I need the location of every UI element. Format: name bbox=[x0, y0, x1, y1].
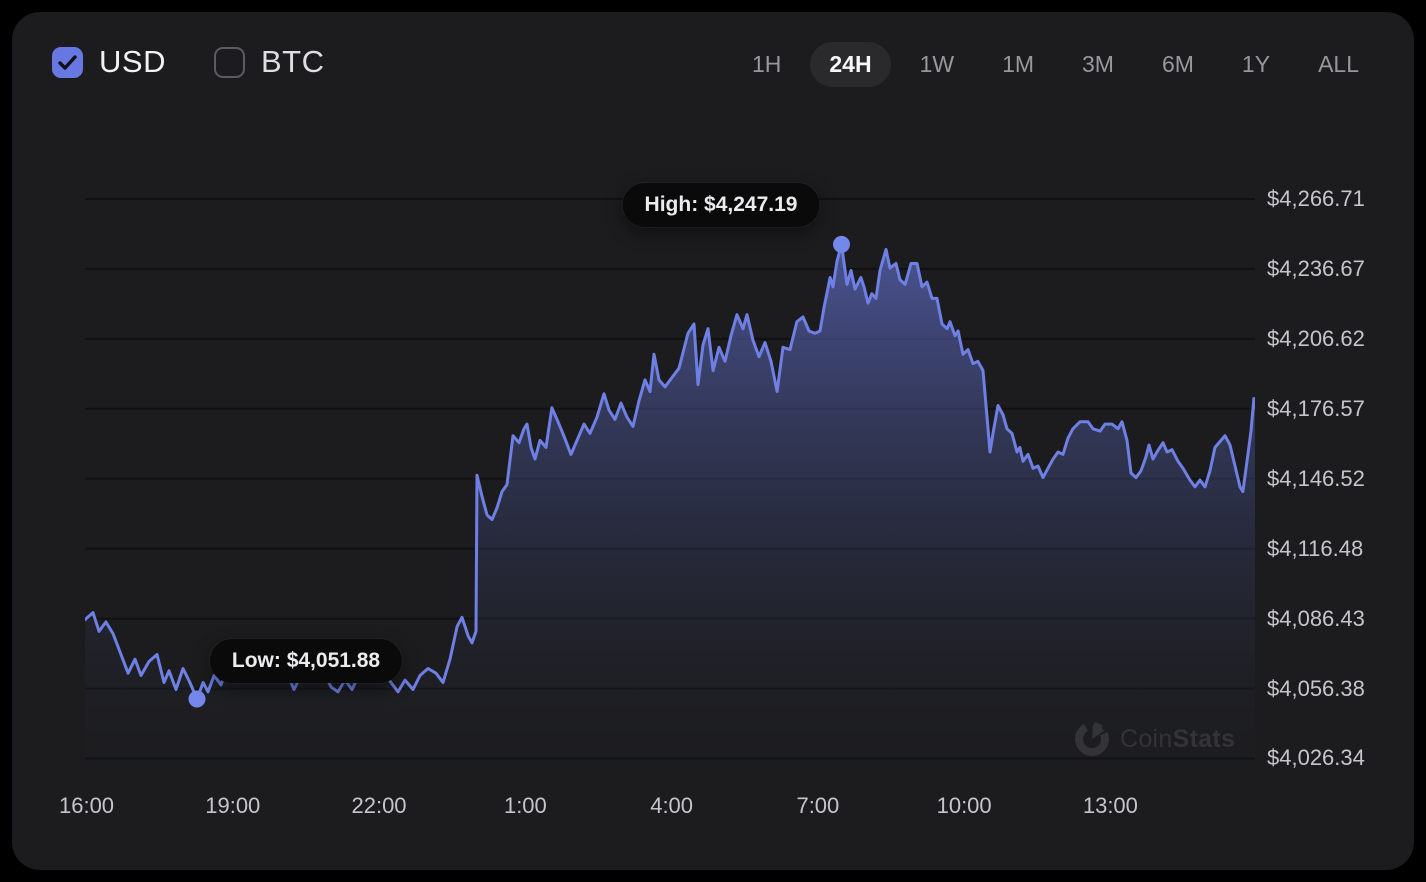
x-axis-label: 7:00 bbox=[796, 793, 840, 818]
currency-toggles: USD BTC bbox=[52, 44, 324, 80]
y-axis-label: $4,236.67 bbox=[1267, 255, 1365, 281]
currency-toggle-btc[interactable]: BTC bbox=[213, 44, 325, 80]
y-axis-label: $4,176.57 bbox=[1267, 395, 1365, 421]
range-tab-3m[interactable]: 3M bbox=[1063, 42, 1133, 87]
range-tab-1y[interactable]: 1Y bbox=[1223, 42, 1289, 87]
chart-card: USD BTC 1H 24H 1W 1M 3M 6M 1Y ALL bbox=[12, 12, 1414, 870]
range-tabs: 1H 24H 1W 1M 3M 6M 1Y ALL bbox=[733, 42, 1378, 87]
low-tooltip: Low: $4,051.88 bbox=[209, 639, 403, 683]
area-fill bbox=[85, 244, 1255, 780]
x-axis-label: 1:00 bbox=[503, 793, 547, 818]
range-tab-all[interactable]: ALL bbox=[1299, 42, 1378, 87]
x-axis-label: 4:00 bbox=[650, 793, 694, 818]
x-axis-label: 10:00 bbox=[936, 793, 992, 818]
y-axis-label: $4,086.43 bbox=[1267, 605, 1365, 631]
high-marker bbox=[833, 235, 850, 253]
price-chart-area[interactable] bbox=[85, 185, 1255, 780]
y-axis-label: $4,266.71 bbox=[1267, 185, 1365, 211]
btc-checkbox[interactable] bbox=[213, 46, 245, 78]
x-axis-label: 19:00 bbox=[205, 793, 261, 818]
range-tab-1w[interactable]: 1W bbox=[901, 42, 974, 87]
price-chart[interactable] bbox=[85, 185, 1255, 780]
y-axis-label: $4,116.48 bbox=[1267, 535, 1364, 561]
btc-label: BTC bbox=[260, 44, 325, 79]
high-tooltip: High: $4,247.19 bbox=[622, 183, 820, 227]
currency-toggle-usd[interactable]: USD bbox=[52, 44, 166, 80]
range-tab-1h[interactable]: 1H bbox=[733, 42, 800, 87]
x-axis-label: 22:00 bbox=[351, 793, 407, 818]
chart-header: USD BTC 1H 24H 1W 1M 3M 6M 1Y ALL bbox=[12, 12, 1414, 122]
low-marker bbox=[188, 690, 206, 708]
range-tab-6m[interactable]: 6M bbox=[1143, 42, 1213, 87]
x-axis-label: 16:00 bbox=[58, 793, 115, 818]
usd-label: USD bbox=[99, 44, 166, 79]
x-axis-label: 13:00 bbox=[1082, 793, 1138, 818]
usd-checkbox[interactable] bbox=[52, 46, 83, 78]
check-icon bbox=[58, 54, 77, 70]
y-axis-label: $4,146.52 bbox=[1267, 465, 1365, 491]
range-tab-24h[interactable]: 24H bbox=[810, 42, 891, 87]
y-axis-label: $4,026.34 bbox=[1267, 745, 1365, 771]
range-tab-1m[interactable]: 1M bbox=[983, 42, 1053, 87]
y-axis-label: $4,206.62 bbox=[1267, 325, 1365, 351]
y-axis-label: $4,056.38 bbox=[1267, 675, 1365, 701]
